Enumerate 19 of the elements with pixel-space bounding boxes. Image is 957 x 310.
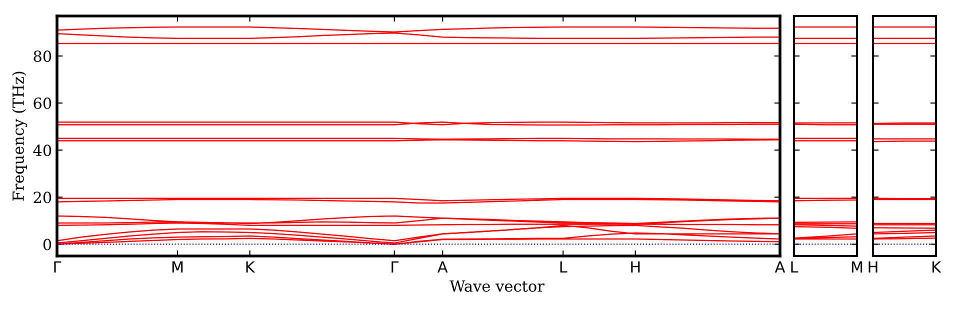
x-tick-label: K: [246, 261, 256, 272]
x-tick-label: A: [774, 261, 786, 272]
y-tick-label: 0: [43, 238, 52, 250]
y-tick-label: 80: [34, 50, 52, 62]
x-tick-label: Γ: [392, 261, 399, 272]
y-tick-label: 40: [33, 144, 52, 156]
x-tick-label: L: [791, 261, 798, 272]
x-tick-label: M: [852, 261, 862, 272]
x-axis-title: Wave vector: [450, 280, 544, 292]
x-tick-label: H: [631, 261, 640, 272]
x-tick-label: L: [560, 261, 568, 272]
x-tick-label: H: [868, 261, 878, 272]
x-tick-label: A: [437, 261, 448, 272]
x-tick-label: Γ: [54, 261, 62, 272]
y-tick-label: 20: [34, 192, 52, 204]
y-tick-label: 60: [34, 98, 52, 110]
x-tick-label: K: [932, 261, 942, 272]
x-tick-label: M: [172, 261, 183, 272]
y-axis-title: Frequency (THz): [12, 72, 28, 201]
